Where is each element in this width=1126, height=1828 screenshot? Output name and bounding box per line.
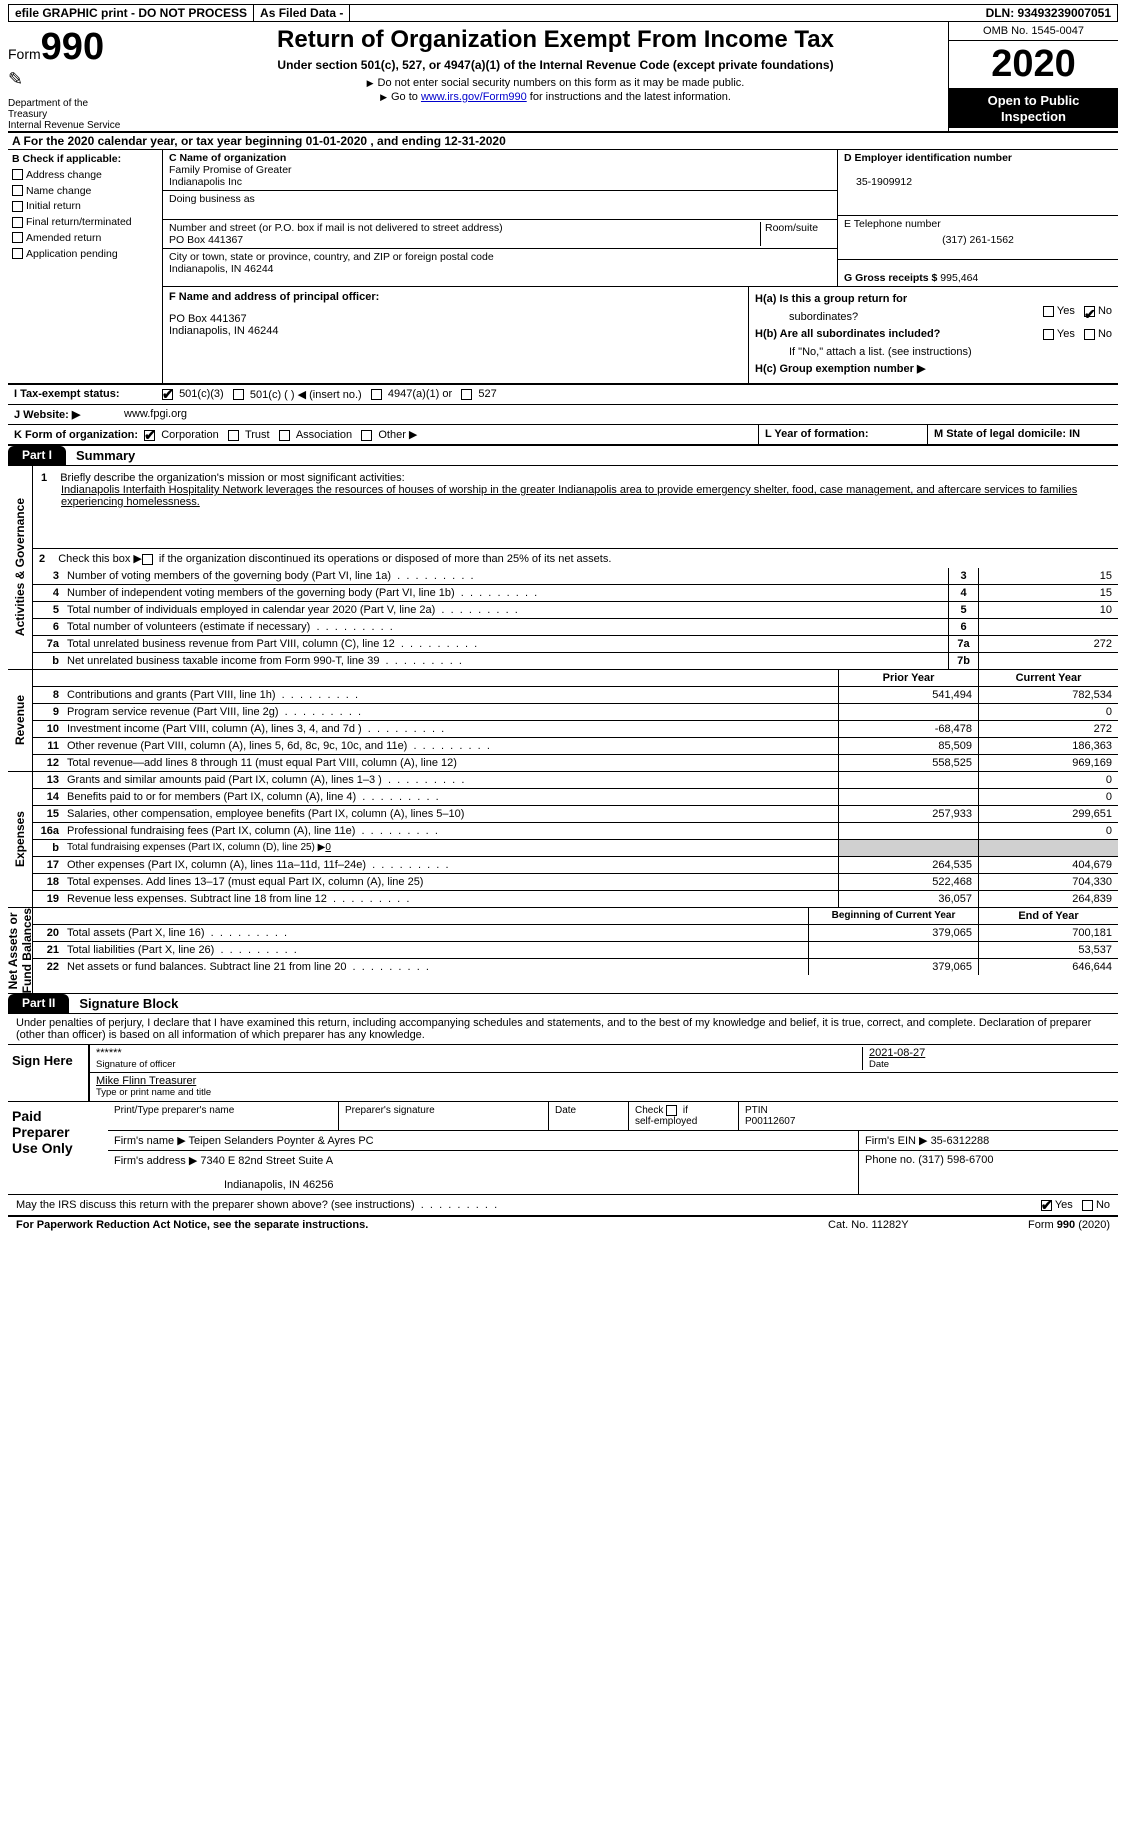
col-b-checkboxes: B Check if applicable: Address change Na… [8, 150, 163, 383]
paid-preparer-block: Paid Preparer Use Only Print/Type prepar… [8, 1101, 1118, 1194]
cb-discuss-no[interactable] [1082, 1200, 1093, 1211]
line-19: 19Revenue less expenses. Subtract line 1… [33, 891, 1118, 907]
line-13: 13Grants and similar amounts paid (Part … [33, 772, 1118, 789]
col-headers-net: Beginning of Current YearEnd of Year [33, 908, 1118, 925]
line-21: 21Total liabilities (Part X, line 26)53,… [33, 942, 1118, 959]
form-subtitle: Under section 501(c), 527, or 4947(a)(1)… [171, 54, 940, 76]
part-1-header: Part I Summary [8, 446, 1118, 465]
cb-hb-yes[interactable] [1043, 329, 1054, 340]
dept-line-3: Internal Revenue Service [8, 120, 163, 131]
cb-other[interactable] [361, 430, 372, 441]
row-i-tax-exempt: I Tax-exempt status: 501(c)(3) 501(c) ( … [8, 384, 1118, 404]
cb-name-change[interactable] [12, 185, 23, 196]
row-k-form-org: K Form of organization: Corporation Trus… [8, 425, 758, 444]
form-title: Return of Organization Exempt From Incom… [171, 26, 940, 54]
irs-discuss-row: May the IRS discuss this return with the… [8, 1194, 1118, 1217]
b-title: B Check if applicable: [12, 152, 158, 168]
c-dba: Doing business as [163, 191, 837, 220]
cb-trust[interactable] [228, 430, 239, 441]
cb-address-change[interactable] [12, 169, 23, 180]
cb-discuss-yes[interactable] [1041, 1200, 1052, 1211]
cb-final-return[interactable] [12, 217, 23, 228]
line-7b: bNet unrelated business taxable income f… [33, 653, 1118, 669]
cb-4947[interactable] [371, 389, 382, 400]
cb-527[interactable] [461, 389, 472, 400]
efile-notice: efile GRAPHIC print - DO NOT PROCESS [9, 5, 254, 21]
cb-discontinued[interactable] [142, 554, 153, 565]
line-2: 2 Check this box ▶ if the organization d… [33, 549, 1118, 568]
omb-number: OMB No. 1545-0047 [949, 22, 1118, 41]
line-7a: 7aTotal unrelated business revenue from … [33, 636, 1118, 653]
header-center: Return of Organization Exempt From Incom… [163, 22, 948, 131]
dln: DLN: 93493239007051 [980, 5, 1117, 21]
side-governance: Activities & Governance [8, 466, 33, 669]
line-16a: 16aProfessional fundraising fees (Part I… [33, 823, 1118, 840]
part-2-header: Part II Signature Block [8, 994, 1118, 1013]
side-net-assets: Net Assets or Fund Balances [8, 908, 33, 993]
c-city: City or town, state or province, country… [163, 249, 837, 277]
line-4: 4Number of independent voting members of… [33, 585, 1118, 602]
col-headers-revenue: Prior YearCurrent Year [33, 670, 1118, 687]
line-20: 20Total assets (Part X, line 16)379,0657… [33, 925, 1118, 942]
side-expenses: Expenses [8, 772, 33, 907]
open-to-public: Open to Public Inspection [949, 89, 1118, 128]
cb-amended[interactable] [12, 232, 23, 243]
cb-hb-no[interactable] [1084, 329, 1095, 340]
line-12: 12Total revenue—add lines 8 through 11 (… [33, 755, 1118, 771]
line-16b: bTotal fundraising expenses (Part IX, co… [33, 840, 1118, 857]
cb-self-employed[interactable] [666, 1105, 677, 1116]
line-18: 18Total expenses. Add lines 13–17 (must … [33, 874, 1118, 891]
line-11: 11Other revenue (Part VIII, column (A), … [33, 738, 1118, 755]
cb-initial-return[interactable] [12, 201, 23, 212]
irs-link[interactable]: www.irs.gov/Form990 [421, 91, 527, 103]
tax-year: 2020 [949, 41, 1118, 89]
line-1-mission: 1 Briefly describe the organization's mi… [33, 466, 1118, 549]
line-8: 8Contributions and grants (Part VIII, li… [33, 687, 1118, 704]
cb-501c3[interactable] [162, 389, 173, 400]
sign-here-block: Sign Here ****** Signature of officer 20… [8, 1044, 1118, 1101]
cb-501c[interactable] [233, 389, 244, 400]
g-gross-receipts: G Gross receipts $ 995,464 [838, 260, 1118, 286]
cb-ha-no[interactable] [1084, 306, 1095, 317]
f-officer: F Name and address of principal officer:… [163, 287, 748, 383]
perjury-text: Under penalties of perjury, I declare th… [8, 1014, 1118, 1044]
form-id-block: Form990 ✎ Department of the Treasury Int… [8, 22, 163, 131]
cb-application-pending[interactable] [12, 248, 23, 259]
side-revenue: Revenue [8, 670, 33, 771]
c-street-room: Number and street (or P.O. box if mail i… [163, 220, 837, 249]
top-bar: efile GRAPHIC print - DO NOT PROCESS As … [8, 4, 1118, 22]
line-15: 15Salaries, other compensation, employee… [33, 806, 1118, 823]
row-lm: L Year of formation: M State of legal do… [758, 425, 1118, 444]
header-right: OMB No. 1545-0047 2020 Open to Public In… [948, 22, 1118, 131]
line-6: 6Total number of volunteers (estimate if… [33, 619, 1118, 636]
e-phone: E Telephone number (317) 261-1562 [838, 216, 1118, 260]
goto-note: Go to www.irs.gov/Form990 for instructio… [171, 90, 940, 104]
d-ein: D Employer identification number 35-1909… [838, 150, 1118, 216]
ssn-note: Do not enter social security numbers on … [171, 76, 940, 90]
form-label: Form [8, 46, 41, 62]
line-5: 5Total number of individuals employed in… [33, 602, 1118, 619]
dept-line-2: Treasury [8, 109, 163, 120]
form-number: 990 [41, 26, 104, 68]
row-j-website: J Website: ▶ www.fpgi.org [8, 404, 1118, 424]
h-group-return: H(a) Is this a group return for subordin… [748, 287, 1118, 383]
c-org-name: C Name of organization Family Promise of… [163, 150, 837, 191]
line-17: 17Other expenses (Part IX, column (A), l… [33, 857, 1118, 874]
line-14: 14Benefits paid to or for members (Part … [33, 789, 1118, 806]
signature-glyph: ✎ [8, 69, 163, 90]
cb-assoc[interactable] [279, 430, 290, 441]
dept-line-1: Department of the [8, 98, 163, 109]
line-22: 22Net assets or fund balances. Subtract … [33, 959, 1118, 975]
line-9: 9Program service revenue (Part VIII, lin… [33, 704, 1118, 721]
cb-corp[interactable] [144, 430, 155, 441]
as-filed: As Filed Data - [254, 5, 350, 21]
cb-ha-yes[interactable] [1043, 306, 1054, 317]
footer: For Paperwork Reduction Act Notice, see … [8, 1217, 1118, 1233]
line-10: 10Investment income (Part VIII, column (… [33, 721, 1118, 738]
line-3: 3Number of voting members of the governi… [33, 568, 1118, 585]
row-a-tax-year: A For the 2020 calendar year, or tax yea… [8, 131, 1118, 150]
